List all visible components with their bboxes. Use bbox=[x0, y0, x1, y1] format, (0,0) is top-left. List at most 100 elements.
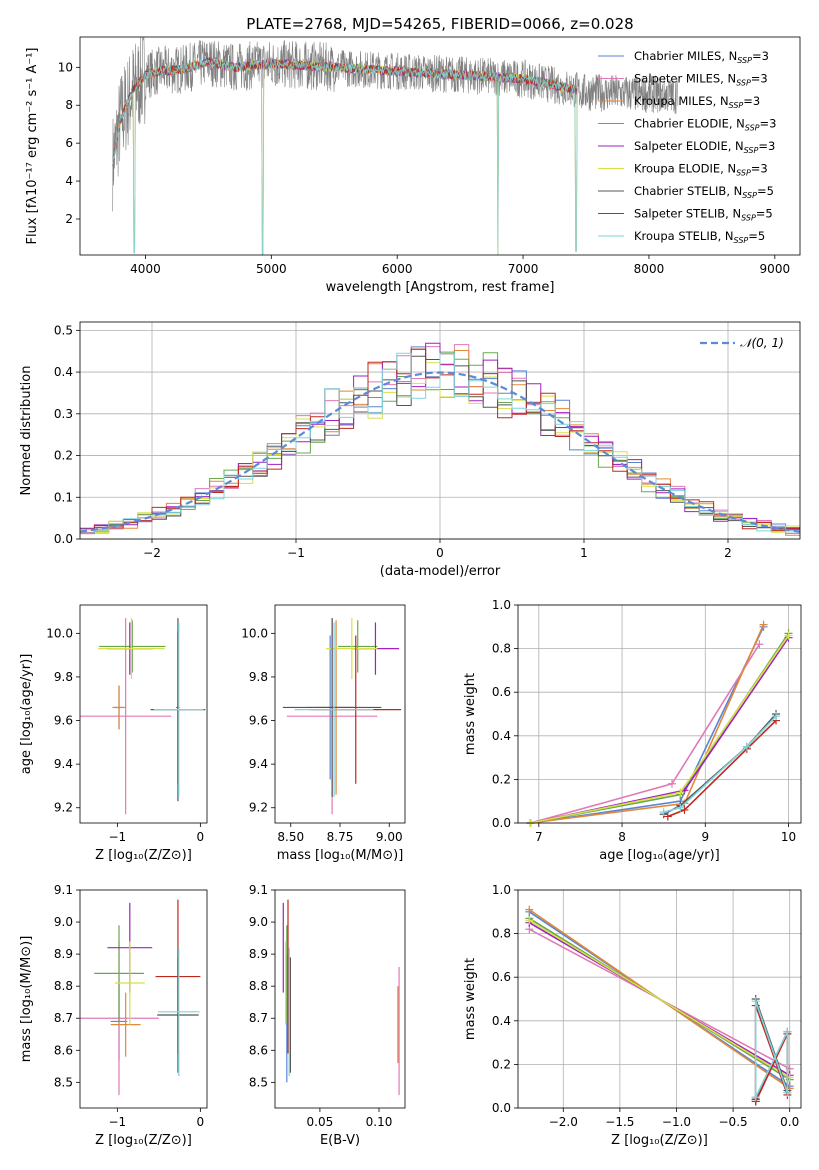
axes-frame bbox=[79, 889, 208, 1109]
x-tick-label: −1 bbox=[287, 546, 305, 560]
x-tick-label: 8.75 bbox=[327, 830, 354, 844]
legend-entry: Salpeter MILES, NSSP=3 bbox=[634, 72, 768, 88]
gaussian-curve bbox=[79, 371, 801, 533]
x-axis-label: mass [log₁₀(M/M⊙)] bbox=[277, 848, 404, 863]
weight-marker bbox=[525, 916, 534, 925]
weight-marker bbox=[676, 788, 685, 797]
y-tick-label: 9.4 bbox=[249, 757, 268, 771]
weight-line-salpeter-stelib bbox=[667, 719, 777, 818]
weight-marker bbox=[751, 997, 760, 1006]
x-tick-label: 9 bbox=[701, 830, 709, 844]
y-tick-label: 0.2 bbox=[492, 1057, 511, 1071]
axes-frame bbox=[79, 604, 208, 824]
x-tick-label: 8000 bbox=[634, 262, 665, 276]
y-tick-label: 8.8 bbox=[249, 979, 268, 993]
x-tick-label: −2 bbox=[143, 546, 161, 560]
y-tick-label: 8.9 bbox=[249, 947, 268, 961]
legend-entry: Chabrier STELIB, NSSP=5 bbox=[634, 184, 774, 200]
x-tick-label: −1 bbox=[109, 1115, 127, 1129]
x-tick-label: −1 bbox=[109, 830, 127, 844]
weight-marker bbox=[784, 631, 793, 640]
y-tick-label: 0.6 bbox=[492, 685, 511, 699]
x-tick-label: −0.5 bbox=[719, 1115, 748, 1129]
residual-histogram-kroupa-stelib bbox=[80, 352, 800, 534]
x-tick-label: 0.05 bbox=[307, 1115, 334, 1129]
y-tick-label: 10.0 bbox=[241, 626, 268, 640]
y-tick-label: 8.6 bbox=[54, 1043, 73, 1057]
y-tick-label: 8.7 bbox=[249, 1011, 268, 1025]
axes-frame bbox=[517, 604, 802, 824]
panel-age_vs_Z bbox=[76, 632, 201, 827]
x-tick-label: 6000 bbox=[382, 262, 413, 276]
y-tick-label: 0.6 bbox=[492, 970, 511, 984]
x-tick-label: −1.5 bbox=[605, 1115, 634, 1129]
weight-marker bbox=[783, 1088, 792, 1097]
figure-title: PLATE=2768, MJD=54265, FIBERID=0066, z=0… bbox=[246, 15, 633, 33]
weight-line-chabrier-elodie bbox=[530, 632, 790, 824]
y-tick-label: 0.3 bbox=[54, 407, 73, 421]
weight-marker bbox=[759, 620, 768, 629]
legend-entry: 𝒩(0, 1) bbox=[740, 336, 784, 350]
y-tick-label: 1.0 bbox=[492, 598, 511, 612]
panel-age_vs_mass bbox=[271, 632, 390, 827]
y-tick-label: 9.2 bbox=[249, 801, 268, 815]
y-tick-label: 0.4 bbox=[492, 729, 511, 743]
x-axis-label: (data-model)/error bbox=[380, 564, 501, 579]
legend-entry: Kroupa STELIB, NSSP=5 bbox=[634, 229, 765, 245]
x-tick-label: −2.0 bbox=[549, 1115, 578, 1129]
y-tick-label: 8.8 bbox=[54, 979, 73, 993]
y-tick-label: 0.4 bbox=[54, 365, 73, 379]
y-tick-label: 1.0 bbox=[492, 883, 511, 897]
x-tick-label: 2 bbox=[724, 546, 732, 560]
spectrum-model-kroupa-elodie bbox=[112, 58, 578, 256]
x-tick-label: 8.50 bbox=[277, 830, 304, 844]
y-tick-label: 10.0 bbox=[46, 626, 73, 640]
weight-marker bbox=[755, 640, 764, 649]
y-tick-label: 9.0 bbox=[54, 915, 73, 929]
x-axis-label: age [log₁₀(age/yr)] bbox=[599, 848, 720, 863]
y-axis-label: age [log₁₀(age/yr)] bbox=[19, 654, 34, 775]
axes-frame bbox=[274, 604, 406, 824]
axes-frame bbox=[274, 889, 406, 1109]
panel-mass_vs_EBV bbox=[271, 889, 380, 1112]
y-tick-label: 8.5 bbox=[249, 1075, 268, 1089]
y-axis-label: mass weight bbox=[463, 958, 478, 1040]
spectrum-model-kroupa-stelib bbox=[112, 58, 578, 256]
y-tick-label: 8.5 bbox=[54, 1075, 73, 1089]
y-tick-label: 9.4 bbox=[54, 757, 73, 771]
weight-line-kroupa-elodie bbox=[528, 919, 791, 1079]
weight-marker bbox=[680, 805, 689, 814]
x-tick-label: −1.0 bbox=[662, 1115, 691, 1129]
y-tick-label: 9.8 bbox=[54, 670, 73, 684]
y-tick-label: 2 bbox=[65, 212, 73, 226]
y-tick-label: 0.4 bbox=[492, 1014, 511, 1028]
weight-line-kroupa-stelib bbox=[663, 715, 777, 813]
y-tick-label: 6 bbox=[65, 136, 73, 150]
x-tick-label: 4000 bbox=[130, 262, 161, 276]
x-tick-label: 7 bbox=[535, 830, 543, 844]
x-axis-label: Z [log₁₀(Z/Z⊙)] bbox=[95, 1133, 192, 1148]
x-tick-label: 1 bbox=[580, 546, 588, 560]
axes-frame bbox=[517, 889, 802, 1109]
spectrum-data-line bbox=[112, 36, 679, 212]
legend-entry: Kroupa ELODIE, NSSP=3 bbox=[634, 162, 768, 178]
y-tick-label: 0.1 bbox=[54, 490, 73, 504]
y-tick-label: 8.9 bbox=[54, 947, 73, 961]
legend-entry: Salpeter ELODIE, NSSP=3 bbox=[634, 139, 775, 155]
y-tick-label: 8.7 bbox=[54, 1011, 73, 1025]
y-tick-label: 9.6 bbox=[249, 714, 268, 728]
x-tick-label: 9.00 bbox=[376, 830, 403, 844]
x-tick-label: 0 bbox=[197, 830, 205, 844]
y-tick-label: 9.1 bbox=[54, 883, 73, 897]
y-tick-label: 0.8 bbox=[492, 927, 511, 941]
x-axis-label: E(B-V) bbox=[320, 1133, 360, 1148]
panel-mass_vs_Z bbox=[76, 889, 201, 1112]
weight-marker bbox=[667, 779, 676, 788]
legend-entry: Kroupa MILES, NSSP=3 bbox=[634, 94, 760, 110]
y-axis-label: Normed distribution bbox=[19, 366, 34, 496]
spectrum-model-kroupa-miles bbox=[112, 57, 578, 256]
weight-marker bbox=[525, 905, 534, 914]
y-tick-label: 0.2 bbox=[54, 449, 73, 463]
y-tick-label: 0.5 bbox=[54, 323, 73, 337]
